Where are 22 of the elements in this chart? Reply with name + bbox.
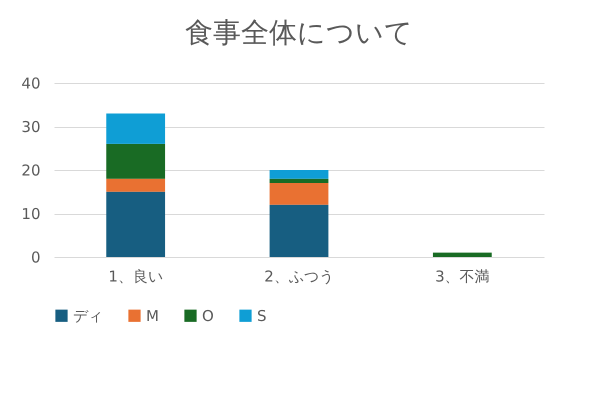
x-tick-label: 1、良い — [108, 268, 163, 286]
y-tick-label: 0 — [30, 248, 40, 266]
bar — [106, 113, 166, 144]
y-tick-label: 30 — [21, 118, 40, 136]
legend-label: O — [202, 306, 214, 325]
bar — [270, 204, 328, 257]
legend-label: M — [146, 306, 159, 325]
legend-label: ディ — [73, 306, 103, 325]
bar — [106, 144, 166, 179]
bar — [106, 178, 166, 192]
x-tick-label: 2、ふつう — [264, 268, 334, 286]
x-tick-label: 3、不満 — [435, 268, 490, 286]
bar — [270, 183, 328, 205]
y-tick-label: 40 — [21, 74, 40, 92]
bar — [432, 252, 492, 257]
bar — [106, 192, 166, 257]
y-tick-label: 20 — [21, 162, 40, 180]
legend-label: S — [257, 306, 267, 325]
bar — [270, 178, 328, 184]
chart-title: 食事全体について — [185, 16, 413, 49]
bar — [270, 170, 328, 179]
y-tick-label: 10 — [21, 205, 40, 223]
